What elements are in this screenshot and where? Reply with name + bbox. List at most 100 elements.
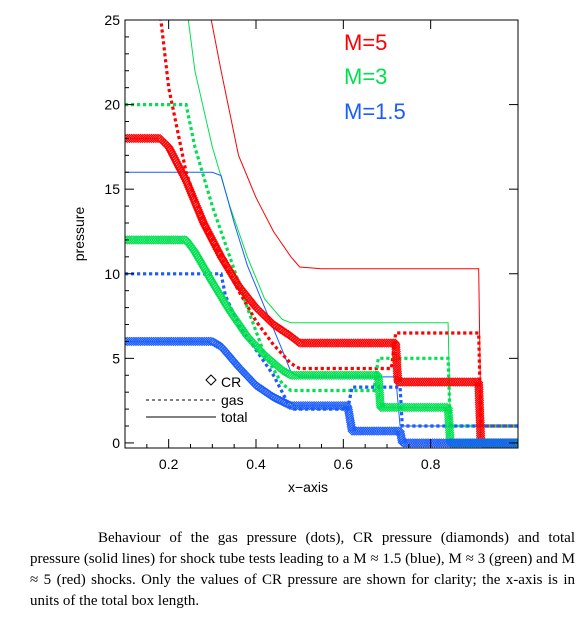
cr-diamond-marker xyxy=(491,438,502,448)
cr-diamond-marker xyxy=(133,133,143,144)
cr-diamond-marker xyxy=(393,402,404,413)
cr-diamond-marker xyxy=(197,336,207,347)
x-tick-label: 0.2 xyxy=(159,456,179,472)
series-layer xyxy=(125,20,518,448)
cr-diamond-marker xyxy=(317,338,328,348)
cr-diamond-marker xyxy=(401,438,411,448)
legend-label-total: total xyxy=(221,409,247,425)
cr-diamond-marker xyxy=(411,402,421,413)
cr-diamond-marker xyxy=(435,402,446,413)
cr-diamond-marker xyxy=(131,336,141,347)
cr-diamond-marker xyxy=(170,336,181,347)
cr-diamond-marker xyxy=(474,380,484,390)
x-axis-label: x−axis xyxy=(288,479,328,495)
cr-diamond-marker xyxy=(144,133,154,144)
cr-diamond-marker xyxy=(307,370,317,381)
cr-diamond-marker xyxy=(333,370,344,381)
cr-diamond-marker xyxy=(462,438,473,448)
cr-diamond-marker xyxy=(199,219,209,229)
cr-diamond-marker xyxy=(300,370,311,381)
cr-diamond-marker xyxy=(475,415,485,425)
cr-diamond-marker xyxy=(391,342,401,352)
cr-diamond-marker xyxy=(374,387,385,398)
cr-diamond-marker xyxy=(151,133,161,144)
cr-diamond-marker xyxy=(202,269,213,279)
cr-diamond-marker xyxy=(333,338,343,348)
cr-diamond-marker xyxy=(169,153,180,163)
cr-diamond-marker xyxy=(434,438,444,448)
cr-diamond-marker xyxy=(478,438,488,448)
cr-diamond-marker xyxy=(474,384,484,395)
cr-diamond-marker xyxy=(142,133,152,144)
cr-diamond-marker xyxy=(364,370,374,381)
cr-diamond-marker xyxy=(326,338,337,348)
cr-diamond-marker xyxy=(140,133,150,144)
cr-diamond-marker xyxy=(391,353,402,363)
cr-diamond-marker xyxy=(465,438,475,448)
cr-diamond-marker xyxy=(373,376,384,387)
cr-diamond-marker xyxy=(357,370,368,381)
cr-diamond-marker xyxy=(440,438,451,448)
legend-label-cr: CR xyxy=(221,374,241,390)
cr-diamond-marker xyxy=(326,400,337,411)
cr-diamond-marker xyxy=(433,402,443,413)
cr-diamond-marker xyxy=(329,400,339,411)
cr-diamond-marker xyxy=(407,438,418,448)
cr-diamond-marker xyxy=(364,426,375,436)
cr-diamond-marker xyxy=(444,419,454,429)
cr-diamond-marker xyxy=(177,168,188,179)
cr-diamond-marker xyxy=(173,336,183,347)
cr-diamond-marker xyxy=(170,155,181,165)
cr-diamond-marker xyxy=(474,402,485,412)
cr-diamond-marker xyxy=(416,438,427,448)
cr-diamond-marker xyxy=(344,370,355,381)
cr-diamond-marker xyxy=(443,412,454,422)
cr-diamond-marker xyxy=(328,338,339,348)
cr-diamond-marker xyxy=(459,377,469,387)
chart-figure: 0.2 0.4 0.6 0.8 0 5 10 15 20 25 x−axis pressure M… xyxy=(71,12,519,495)
cr-diamond-marker xyxy=(475,408,485,419)
cr-diamond-marker xyxy=(166,336,176,347)
cr-diamond-marker xyxy=(426,402,437,413)
cr-diamond-marker xyxy=(468,377,478,387)
cr-diamond-marker xyxy=(418,438,429,448)
cr-diamond-marker xyxy=(422,402,432,413)
cr-diamond-marker xyxy=(342,338,352,348)
cr-diamond-marker xyxy=(133,336,143,347)
cr-diamond-marker xyxy=(226,269,237,279)
cr-diamond-marker xyxy=(293,370,304,381)
cr-diamond-marker xyxy=(460,438,471,448)
cr-diamond-marker xyxy=(168,336,179,347)
mach-label-m3: M=3 xyxy=(344,64,387,89)
cr-diamond-marker xyxy=(322,400,333,411)
cr-diamond-marker xyxy=(372,338,383,348)
cr-diamond-marker xyxy=(349,426,360,436)
cr-diamond-marker xyxy=(318,400,328,411)
cr-diamond-marker xyxy=(302,400,313,411)
cr-diamond-marker xyxy=(482,438,493,448)
cr-diamond-marker xyxy=(367,426,377,436)
cr-diamond-marker xyxy=(443,405,454,416)
cr-diamond-marker xyxy=(376,402,386,413)
cr-diamond-marker xyxy=(424,377,434,387)
cr-diamond-marker xyxy=(454,377,465,387)
cr-diamond-marker xyxy=(437,402,448,413)
cr-diamond-marker xyxy=(364,338,374,348)
cr-diamond-marker xyxy=(408,377,419,387)
cr-diamond-marker xyxy=(437,377,447,387)
cr-diamond-marker xyxy=(426,377,436,387)
cr-diamond-marker xyxy=(339,338,350,348)
figure-caption: Behaviour of the gas pressure (dots), CR… xyxy=(30,530,575,609)
cr-diamond-marker xyxy=(447,438,458,448)
cr-diamond-marker xyxy=(362,370,372,381)
cr-diamond-marker xyxy=(398,402,408,413)
cr-diamond-marker xyxy=(217,293,227,304)
cr-diamond-marker xyxy=(381,338,392,348)
cr-diamond-marker xyxy=(188,336,198,347)
cr-diamond-marker xyxy=(432,438,442,448)
y-axis-label: pressure xyxy=(71,207,87,262)
cr-diamond-marker xyxy=(331,400,341,411)
cr-diamond-marker xyxy=(200,265,211,275)
cr-diamond-marker xyxy=(131,133,141,144)
cr-diamond-marker xyxy=(495,438,506,448)
